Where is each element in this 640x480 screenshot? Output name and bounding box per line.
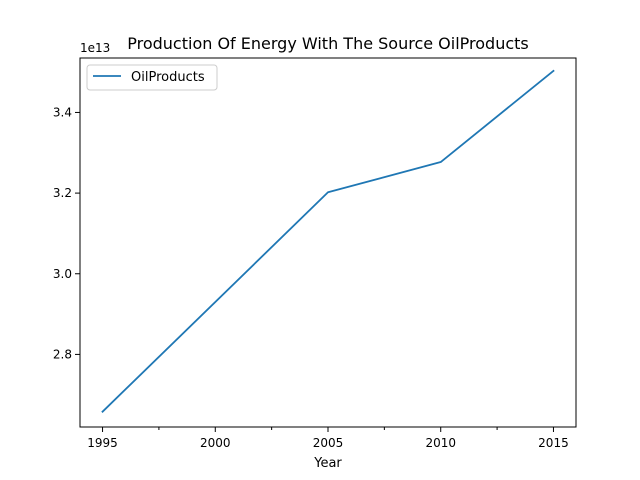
x-tick-label: 2010 bbox=[425, 436, 456, 450]
y-axis-ticks: 2.8 3.0 3.2 3.4 bbox=[53, 105, 80, 361]
y-tick-label: 3.4 bbox=[53, 105, 72, 119]
y-tick-label: 3.2 bbox=[53, 186, 72, 200]
legend: OilProducts bbox=[86, 64, 218, 91]
x-axis-label: Year bbox=[313, 456, 342, 471]
x-tick-label: 2015 bbox=[538, 436, 569, 450]
x-tick-label: 2005 bbox=[313, 436, 344, 450]
y-offset-label: 1e13 bbox=[80, 41, 110, 55]
x-axis-ticks: 1995 2000 2005 2010 2015 bbox=[87, 427, 569, 450]
chart-title: Production Of Energy With The Source Oil… bbox=[127, 34, 529, 53]
plot-frame bbox=[79, 57, 577, 428]
legend-box bbox=[86, 64, 218, 91]
series-line bbox=[101, 69, 555, 413]
series-layer bbox=[101, 69, 555, 413]
x-tick-label: 2000 bbox=[200, 436, 231, 450]
y-tick-label: 3.0 bbox=[53, 267, 72, 281]
y-tick-label: 2.8 bbox=[53, 347, 72, 361]
x-tick-label: 1995 bbox=[87, 436, 118, 450]
legend-label: OilProducts bbox=[131, 70, 205, 85]
